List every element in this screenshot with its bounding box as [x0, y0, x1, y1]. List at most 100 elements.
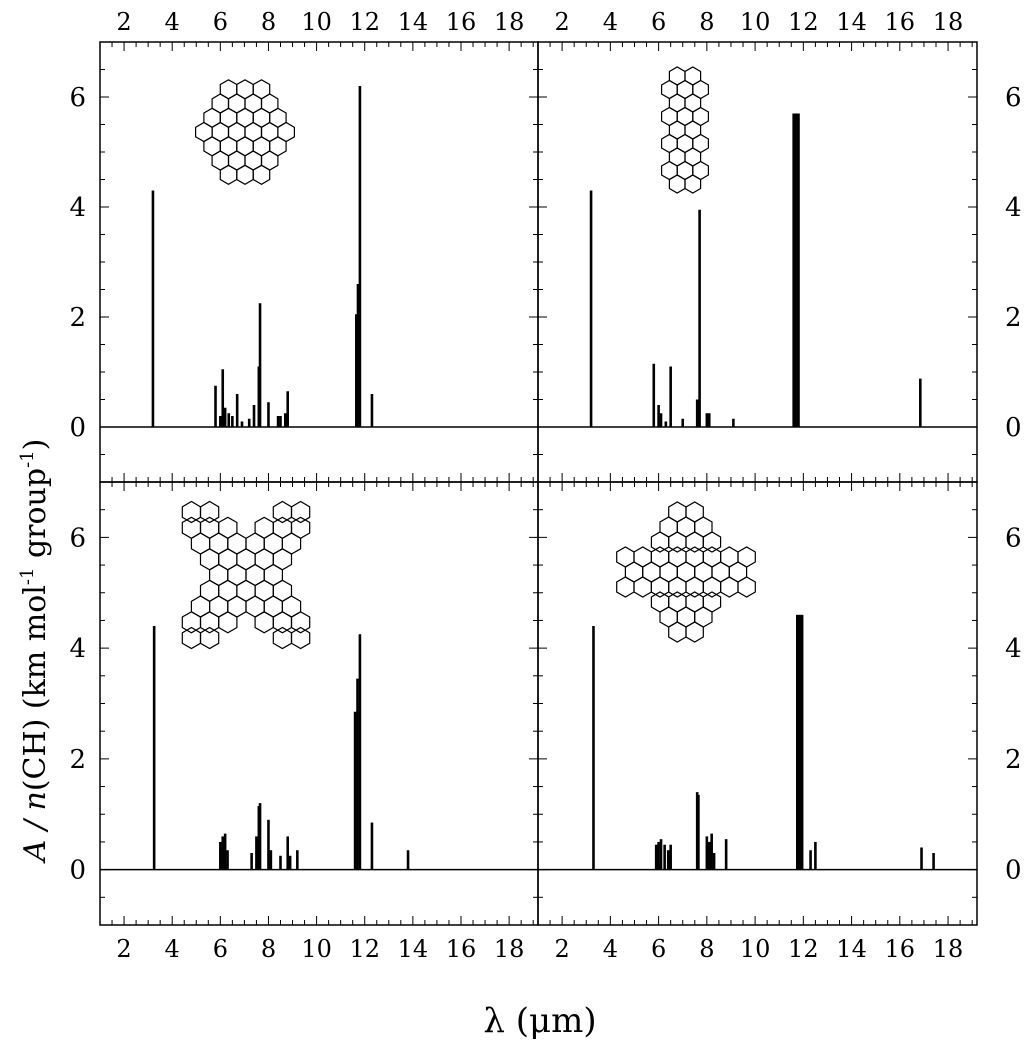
x-tick-label: 2	[116, 8, 131, 36]
x-tick-label: 6	[213, 935, 228, 963]
y-axis-label-n: n	[18, 791, 53, 810]
x-tick-label: 2	[554, 8, 569, 36]
y-tick-label: 4	[69, 193, 86, 223]
y-tick-label: 2	[1005, 745, 1022, 775]
ring	[702, 531, 722, 553]
ring	[650, 531, 670, 553]
x-tick-label: 18	[494, 8, 525, 36]
ring	[650, 576, 670, 598]
y-tick-label: 6	[1005, 83, 1022, 113]
x-tick-label: 18	[933, 8, 964, 36]
x-tick-label: 12	[788, 935, 819, 963]
ring	[737, 576, 756, 598]
y-tick-label: 6	[69, 523, 86, 553]
plot-frame	[537, 41, 978, 483]
ring	[181, 611, 202, 634]
x-tick-label: 4	[165, 8, 180, 36]
x-shaped-pah-structure-icon	[181, 500, 311, 650]
rhombic-pah-structure-icon	[195, 79, 295, 185]
y-tick-label: 0	[69, 413, 86, 443]
y-tick-label: 4	[69, 634, 86, 664]
y-tick-label: 4	[1005, 193, 1022, 223]
x-tick-label: 14	[836, 8, 867, 36]
ring	[684, 174, 702, 194]
y-axis-label: A / n(CH) (km mol-1 group-1)	[17, 439, 53, 865]
y-tick-label: 2	[69, 745, 86, 775]
ring	[668, 576, 687, 598]
x-axis-label: λ (μm)	[483, 1001, 596, 1041]
plot-frame	[99, 41, 539, 483]
x-tick-label: 6	[651, 8, 666, 36]
y-tick-label: 4	[1005, 634, 1022, 664]
ring	[668, 174, 686, 194]
ring	[685, 576, 704, 598]
x-tick-label: 10	[301, 8, 332, 36]
x-tick-label: 4	[603, 935, 618, 963]
ring	[668, 621, 687, 643]
ring	[616, 576, 635, 598]
cross-shaped-pah-structure-icon	[616, 501, 756, 643]
y-tick-label: 0	[1005, 856, 1022, 886]
x-tick-label: 16	[446, 935, 477, 963]
y-axis-label-main: (CH) (km mol	[18, 585, 53, 791]
x-tick-label: 12	[788, 8, 819, 36]
x-tick-label: 2	[116, 935, 131, 963]
panel-top-left: 2 4 6 8 10 12 14 16 18 0 2 4 6	[69, 8, 539, 483]
x-tick-label: 4	[165, 935, 180, 963]
y-tick-label: 0	[1005, 413, 1022, 443]
x-tick-label: 14	[398, 935, 429, 963]
x-tick-label: 16	[885, 8, 916, 36]
x-tick-label: 6	[651, 935, 666, 963]
x-tick-label: 18	[494, 935, 525, 963]
y-axis-label-a: A /	[18, 810, 53, 864]
ring	[254, 611, 274, 634]
y-tick-label: 2	[1005, 303, 1022, 333]
ring	[272, 626, 293, 650]
ring	[218, 611, 238, 634]
x-tick-label: 14	[398, 8, 429, 36]
ring	[199, 626, 220, 650]
ring	[290, 500, 311, 524]
panel-top-right: 2 4 6 8 10 12 14 16 18 0 2 4 6	[537, 8, 1022, 483]
y-axis-label-mid: group	[18, 468, 53, 568]
ring	[236, 164, 254, 185]
ring	[181, 626, 202, 650]
ring	[719, 576, 739, 598]
x-tick-label: 12	[349, 8, 380, 36]
spectra-panels: 2 4 6 8 10 12 14 16 18 0 2 4 6 2 4 6 8 10 12 14 16 18 0 2 4 6 2 4 6 8…	[69, 8, 1021, 963]
x-tick-label: 14	[836, 935, 867, 963]
ring	[685, 531, 704, 553]
x-tick-label: 8	[699, 935, 714, 963]
y-axis-label-sup-2: -1	[17, 450, 38, 468]
x-tick-label: 6	[213, 8, 228, 36]
y-axis-label-end: )	[18, 439, 53, 451]
ring	[685, 621, 704, 643]
ring	[199, 611, 220, 634]
x-tick-label: 16	[885, 935, 916, 963]
x-tick-label: 10	[740, 8, 771, 36]
y-tick-label: 2	[69, 303, 86, 333]
x-tick-label: 8	[261, 935, 276, 963]
ring	[290, 611, 311, 634]
ring	[272, 500, 293, 524]
x-tick-label: 12	[349, 935, 380, 963]
plot-frame	[99, 481, 539, 926]
ring	[199, 500, 220, 524]
x-tick-label: 16	[446, 8, 477, 36]
y-tick-label: 6	[1005, 523, 1022, 553]
y-axis-label-sup-1: -1	[17, 568, 38, 586]
x-tick-label: 4	[603, 8, 618, 36]
ring	[702, 576, 722, 598]
x-tick-label: 8	[261, 8, 276, 36]
y-tick-label: 0	[69, 856, 86, 886]
ring	[272, 611, 293, 634]
ring	[668, 531, 687, 553]
elongated-pah-structure-icon	[660, 66, 710, 194]
ring	[219, 164, 238, 185]
x-tick-label: 8	[699, 8, 714, 36]
ring	[290, 626, 311, 650]
panel-bottom-left: 2 4 6 8 10 12 14 16 18 0 2 4 6	[69, 481, 539, 963]
ring	[633, 576, 653, 598]
plot-frame	[537, 481, 978, 926]
